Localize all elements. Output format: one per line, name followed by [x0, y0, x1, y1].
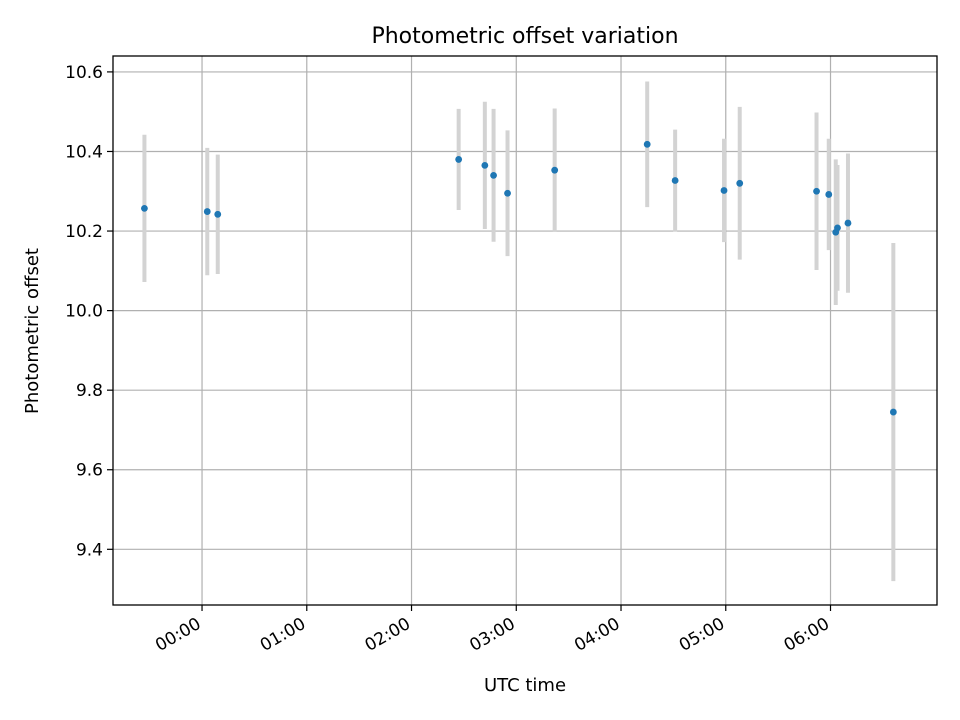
- data-point: [141, 204, 148, 212]
- data-point: [481, 162, 489, 169]
- data-point: [736, 179, 744, 187]
- data-point: [214, 210, 222, 218]
- data-points: [141, 140, 897, 416]
- plot-area: [113, 56, 937, 605]
- y-axis-ticks: 9.4 9.6 9.8 10.0 10.2 10.4 10.6: [65, 63, 113, 560]
- data-point: [643, 140, 651, 148]
- x-axis-label: UTC time: [484, 675, 566, 696]
- data-point: [720, 187, 728, 194]
- y-tick-label: 10.6: [65, 63, 103, 83]
- axes-frame: [112, 55, 938, 606]
- data-point: [455, 156, 463, 163]
- data-point: [889, 408, 897, 416]
- data-point: [551, 166, 559, 174]
- y-tick-label: 10.4: [65, 142, 103, 162]
- chart-title: Photometric offset variation: [371, 24, 678, 49]
- data-point: [504, 189, 511, 197]
- y-tick-label: 9.4: [76, 540, 103, 560]
- data-point: [813, 187, 820, 195]
- y-tick-label: 9.6: [76, 461, 103, 481]
- data-point: [825, 191, 833, 198]
- data-point: [490, 171, 497, 179]
- data-point: [844, 219, 852, 227]
- y-axis-label: Photometric offset: [22, 248, 43, 414]
- data-point: [671, 177, 679, 184]
- y-tick-label: 9.8: [76, 381, 103, 401]
- data-point: [834, 224, 841, 232]
- y-tick-label: 10.2: [65, 222, 103, 242]
- grid: [113, 56, 937, 605]
- data-point: [203, 208, 211, 215]
- y-tick-label: 10.0: [65, 302, 103, 322]
